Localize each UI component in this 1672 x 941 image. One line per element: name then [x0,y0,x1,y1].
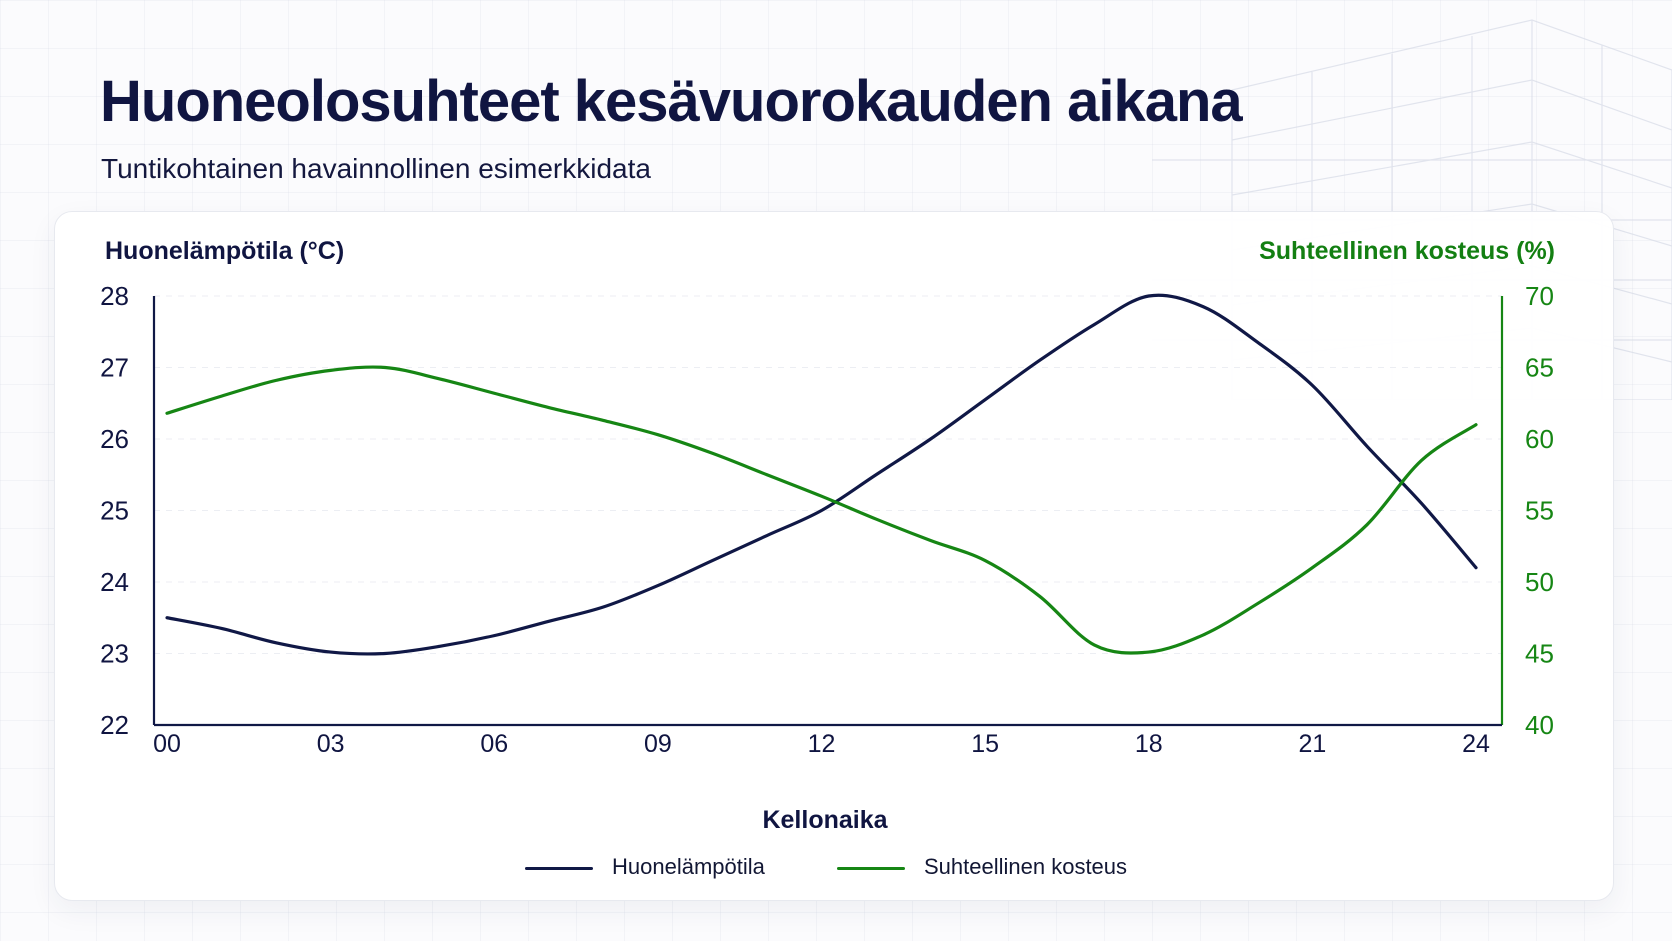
right-y-tick-label: 50 [1525,567,1554,597]
page-subtitle: Tuntikohtainen havainnollinen esimerkkid… [101,153,651,184]
humidity-data-point [820,495,823,498]
left-y-tick-label: 25 [100,496,129,526]
humidity-data-point [166,412,169,415]
temperature-data-point [1420,502,1423,505]
temperature-data-point [1366,445,1369,448]
left-y-tick-label: 28 [100,281,129,311]
right-y-tick-labels: 40 45 50 55 60 65 70 [1525,281,1554,740]
left-y-tick-labels: 22 23 24 25 26 27 28 [100,281,129,740]
right-y-axis-title: Suhteellinen kosteus (%) [1259,237,1555,265]
temperature-data-point [1202,305,1205,308]
right-y-tick-label: 45 [1525,639,1554,669]
right-y-tick-label: 65 [1525,353,1554,383]
chart-gridlines [154,295,1502,726]
left-y-axis-title: Huonelämpötila (°C) [105,237,345,265]
temperature-data-point [1093,323,1096,326]
right-y-tick-label: 40 [1525,710,1554,740]
temperature-data-point [711,559,714,562]
temperature-data-point [875,473,878,476]
humidity-data-point [1147,651,1150,654]
humidity-data-point [329,369,332,372]
humidity-data-point [1311,566,1314,569]
x-axis-title: Kellonaika [762,806,888,834]
legend-humidity-label: Suhteellinen kosteus [924,854,1128,879]
temperature-data-point [1475,566,1478,569]
chart-legend: Huonelämpötila Suhteellinen kosteus [525,848,1175,888]
legend-temperature-line [525,867,593,870]
humidity-data-point [1256,602,1259,605]
humidity-data-point [384,366,387,369]
humidity-data-point [1475,423,1478,426]
line-chart: 22 23 24 25 26 27 28 40 45 50 55 60 65 70 00 03 06 09 12 15… [100,281,1554,758]
temperature-data-point [329,651,332,654]
left-y-tick-label: 27 [100,353,129,383]
humidity-data-point [711,452,714,455]
temperature-data-point [766,534,769,537]
humidity-data-point [438,378,441,381]
temperature-data-point [384,652,387,655]
temperature-data-point [438,645,441,648]
left-y-tick-label: 26 [100,424,129,454]
left-y-tick-label: 24 [100,567,129,597]
x-tick-label: 12 [808,730,836,758]
temperature-data-point [1147,295,1150,298]
chart-card: Huonelämpötila (°C) Suhteellinen kosteus… [54,211,1614,901]
humidity-data-point [984,559,987,562]
temperature-data-point [493,634,496,637]
right-y-tick-label: 60 [1525,424,1554,454]
left-y-tick-label: 22 [100,710,129,740]
temperature-data-point [275,641,278,644]
right-y-tick-label: 55 [1525,496,1554,526]
x-tick-label: 24 [1462,730,1490,758]
x-tick-label: 09 [644,730,672,758]
humidity-data-point [1202,634,1205,637]
temperature-data-point [602,606,605,609]
humidity-data-point [656,433,659,436]
legend-humidity-line [837,867,905,870]
humidity-data-point [547,406,550,409]
humidity-data-point [493,392,496,395]
humidity-data-point [875,518,878,521]
temperature-data-point [1311,384,1314,387]
humidity-data-point [929,539,932,542]
temperature-series-line [165,293,1478,656]
temperature-data-point [656,584,659,587]
humidity-data-point [766,473,769,476]
temperature-data-point [1256,341,1259,344]
humidity-series-line [165,365,1478,655]
right-y-tick-label: 70 [1525,281,1554,311]
humidity-data-point [1038,595,1041,598]
x-tick-label: 18 [1135,730,1163,758]
chart-series [165,293,1478,656]
x-tick-label: 00 [153,730,181,758]
temperature-data-point [929,438,932,441]
x-tick-label: 06 [480,730,508,758]
page-title: Huoneolosuhteet kesävuorokauden aikana [100,69,1243,134]
x-tick-label: 03 [317,730,345,758]
humidity-data-point [1420,459,1423,462]
humidity-data-point [1093,644,1096,647]
humidity-data-point [1366,523,1369,526]
legend-temperature-label: Huonelämpötila [612,854,765,879]
humidity-data-point [602,419,605,422]
x-tick-labels: 00 03 06 09 12 15 18 21 24 [153,730,1490,758]
temperature-data-points [166,295,1478,655]
humidity-data-point [275,379,278,382]
temperature-data-point [820,509,823,512]
x-tick-label: 21 [1298,730,1326,758]
temperature-data-point [984,398,987,401]
left-y-tick-label: 23 [100,639,129,669]
temperature-data-point [547,620,550,623]
temperature-data-point [220,627,223,630]
x-tick-label: 15 [971,730,999,758]
humidity-data-point [220,395,223,398]
temperature-data-point [166,616,169,619]
temperature-data-point [1038,359,1041,362]
